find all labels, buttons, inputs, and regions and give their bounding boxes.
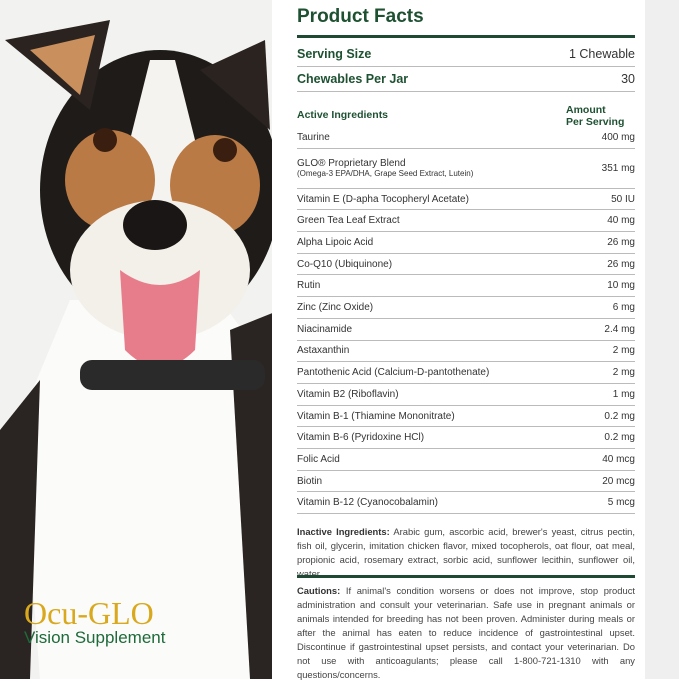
ingredient-name: Taurine: [297, 131, 330, 143]
ingredient-row: Vitamin B-12 (Cyanocobalamin) 5 mcg: [297, 493, 635, 515]
ingredient-row: Green Tea Leaf Extract 40 mg: [297, 210, 635, 233]
brand-logo: Ocu-GLO Vision Supplement: [24, 595, 166, 648]
ingredient-row: Alpha Lipoic Acid 26 mg: [297, 232, 635, 254]
ingredient-name: Vitamin B-12 (Cyanocobalamin): [297, 497, 438, 509]
ingredient-name: Zinc (Zinc Oxide): [297, 302, 374, 314]
ingredient-amount: 0.2 mg: [604, 410, 635, 422]
dog-photo: [0, 0, 280, 679]
ingredient-name: Vitamin E (D-apha Tocopheryl Acetate): [297, 193, 469, 205]
per-jar-label: Chewables Per Jar: [297, 72, 409, 86]
ingredient-row: Biotin 20 mcg: [297, 471, 635, 493]
ingredient-amount: 400 mg: [601, 131, 635, 143]
ingredient-row: Rutin 10 mg: [297, 276, 635, 298]
cautions: Cautions: If animal's condition worsens …: [297, 584, 635, 682]
cautions-text: If animal's condition worsens or does no…: [297, 585, 635, 680]
ingredient-amount: 2 mg: [612, 345, 635, 357]
ingredient-amount: 40 mg: [607, 215, 635, 227]
logo-brand: Ocu-GLO: [24, 595, 154, 631]
inactive-text: Arabic gum, ascorbic acid, brewer's yeas…: [297, 526, 635, 579]
serving-size-row: Serving Size 1 Chewable: [297, 42, 635, 67]
inactive-label: Inactive Ingredients:: [297, 526, 390, 537]
ingredient-row: Vitamin B-6 (Pyridoxine HCl) 0.2 mg: [297, 427, 635, 450]
ingredient-name: Vitamin B-1 (Thiamine Mononitrate): [297, 410, 455, 422]
page-title: Product Facts: [297, 6, 424, 27]
per-jar-row: Chewables Per Jar 30: [297, 67, 635, 92]
ingredient-name: Vitamin B2 (Riboflavin): [297, 388, 399, 400]
ingredient-row: Folic Acid 40 mcg: [297, 449, 635, 471]
right-margin: [645, 0, 679, 679]
ingredient-name: Folic Acid: [297, 453, 340, 465]
ingredient-detail: (Omega-3 EPA/DHA, Grape Seed Extract, Lu…: [297, 169, 474, 179]
ingredient-amount: 2.4 mg: [604, 323, 635, 335]
serving-value: 1 Chewable: [568, 47, 635, 61]
per-jar-value: 30: [621, 72, 635, 86]
ingredient-name: Vitamin B-6 (Pyridoxine HCl): [297, 432, 425, 444]
ingredient-row: Vitamin E (D-apha Tocopheryl Acetate) 50 …: [297, 189, 635, 211]
ingredient-name: Pantothenic Acid (Calcium-D-pantothenate…: [297, 367, 490, 379]
ingredient-name: Niacinamide: [297, 323, 353, 335]
ingredient-amount: 1 mg: [612, 388, 635, 400]
ingredient-amount: 5 mcg: [607, 497, 635, 509]
ingredient-amount: 26 mg: [607, 236, 635, 248]
inactive-ingredients: Inactive Ingredients: Arabic gum, ascorb…: [297, 525, 635, 581]
ingredients-header: Active Ingredients: [297, 109, 389, 121]
ingredient-amount: 2 mg: [612, 367, 635, 379]
cautions-label: Cautions:: [297, 585, 341, 596]
ingredient-name: Biotin: [297, 475, 323, 487]
ingredient-row: Vitamin B-1 (Thiamine Mononitrate) 0.2 mg: [297, 406, 635, 428]
ingredient-row: Pantothenic Acid (Calcium-D-pantothenate…: [297, 362, 635, 384]
divider: [297, 35, 635, 38]
ingredient-name: Alpha Lipoic Acid: [297, 236, 374, 248]
ingredient-amount: 26 mg: [607, 258, 635, 270]
ingredient-name: GLO® Proprietary Blend (Omega-3 EPA/DHA, …: [297, 158, 474, 179]
ingredient-amount: 6 mg: [612, 302, 635, 314]
divider: [297, 575, 635, 578]
ingredient-row: Co-Q10 (Ubiquinone) 26 mg: [297, 254, 635, 276]
ingredient-name: Astaxanthin: [297, 345, 350, 357]
ingredient-row: Taurine 400 mg: [297, 127, 635, 149]
ingredient-amount: 10 mg: [607, 280, 635, 292]
ingredient-amount: 351 mg: [601, 162, 635, 174]
ingredient-name: Green Tea Leaf Extract: [297, 215, 400, 227]
ingredient-row: Astaxanthin 2 mg: [297, 341, 635, 363]
ingredient-amount: 40 mcg: [602, 453, 635, 465]
ingredient-amount: 50 IU: [611, 193, 635, 205]
amount-header-2: Per Serving: [566, 116, 625, 128]
ingredient-amount: 20 mcg: [602, 475, 635, 487]
ingredient-name: Co-Q10 (Ubiquinone): [297, 258, 393, 270]
ingredient-row: GLO® Proprietary Blend (Omega-3 EPA/DHA, …: [297, 149, 635, 189]
logo-tagline: Vision Supplement: [24, 628, 166, 647]
ingredient-amount: 0.2 mg: [604, 432, 635, 444]
ingredient-row: Zinc (Zinc Oxide) 6 mg: [297, 297, 635, 319]
amount-header-1: Amount: [566, 104, 606, 116]
facts-panel: [272, 0, 645, 679]
amount-header: Amount Per Serving: [566, 104, 636, 128]
serving-label: Serving Size: [297, 47, 372, 61]
ingredient-name: Rutin: [297, 280, 321, 292]
ingredient-row: Niacinamide 2.4 mg: [297, 319, 635, 341]
ingredient-row: Vitamin B2 (Riboflavin) 1 mg: [297, 384, 635, 406]
